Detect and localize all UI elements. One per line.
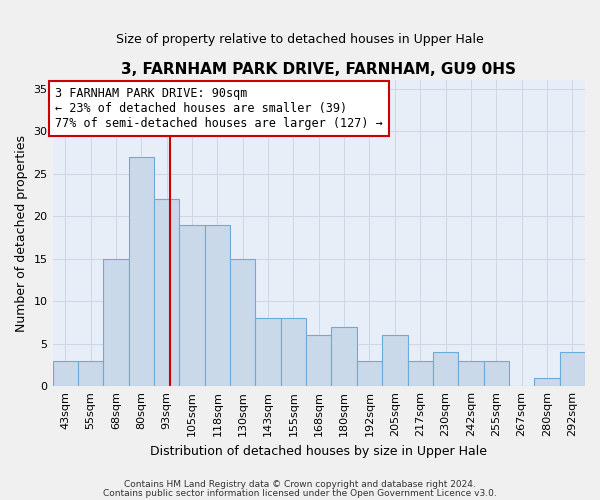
Text: Contains HM Land Registry data © Crown copyright and database right 2024.: Contains HM Land Registry data © Crown c… (124, 480, 476, 489)
Bar (256, 318, 281, 386)
Text: Contains public sector information licensed under the Open Government Licence v3: Contains public sector information licen… (103, 489, 497, 498)
Bar (433, 352, 458, 386)
Bar (230, 258, 256, 386)
Bar (306, 335, 331, 386)
Text: Size of property relative to detached houses in Upper Hale: Size of property relative to detached ho… (116, 32, 484, 46)
Bar (357, 360, 382, 386)
Bar (128, 156, 154, 386)
Title: 3, FARNHAM PARK DRIVE, FARNHAM, GU9 0HS: 3, FARNHAM PARK DRIVE, FARNHAM, GU9 0HS (121, 62, 516, 78)
Bar (331, 326, 357, 386)
Bar (179, 224, 205, 386)
Bar (407, 360, 433, 386)
Bar (281, 318, 306, 386)
Y-axis label: Number of detached properties: Number of detached properties (15, 134, 28, 332)
X-axis label: Distribution of detached houses by size in Upper Hale: Distribution of detached houses by size … (150, 444, 487, 458)
Bar (484, 360, 509, 386)
Bar (560, 352, 585, 386)
Bar (458, 360, 484, 386)
Bar (78, 360, 103, 386)
Bar (53, 360, 78, 386)
Bar (382, 335, 407, 386)
Text: 3 FARNHAM PARK DRIVE: 90sqm
← 23% of detached houses are smaller (39)
77% of sem: 3 FARNHAM PARK DRIVE: 90sqm ← 23% of det… (55, 87, 383, 130)
Bar (534, 378, 560, 386)
Bar (103, 258, 128, 386)
Bar (154, 199, 179, 386)
Bar (205, 224, 230, 386)
